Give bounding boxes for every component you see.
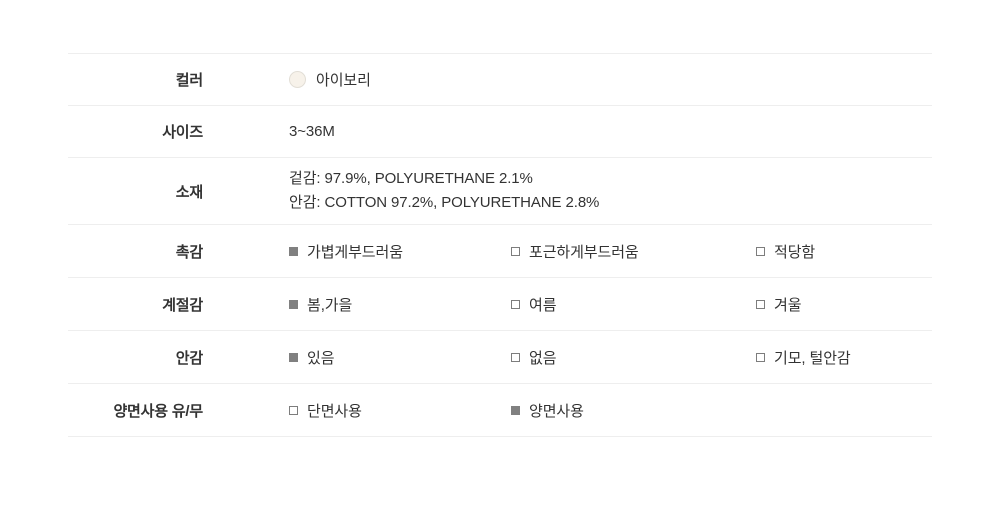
product-spec-table-wrapper: 컬러 아이보리 사이즈 3~36M 소재 겉감: 97.9%, POLYURET…	[68, 53, 932, 437]
checkbox-unchecked-icon[interactable]	[289, 405, 298, 415]
option-lining-1[interactable]: 있음	[289, 347, 511, 368]
spec-value-reversible: 단면사용 양면사용	[217, 384, 932, 437]
spec-value-season: 봄,가을 여름 겨울	[217, 278, 932, 331]
option-reversible-1[interactable]: 단면사용	[289, 400, 511, 421]
spec-label-lining: 안감	[175, 349, 203, 367]
option-texture-3[interactable]: 적당함	[756, 241, 815, 262]
checkbox-unchecked-icon[interactable]	[511, 352, 520, 362]
option-label: 있음	[307, 349, 335, 367]
option-label: 포근하게부드러움	[529, 243, 639, 261]
color-swatch-cell: 아이보리	[289, 69, 932, 90]
spec-label-material: 소재	[175, 183, 203, 201]
option-lining-2[interactable]: 없음	[511, 347, 756, 368]
option-lining-3[interactable]: 기모, 털안감	[756, 347, 851, 368]
checkbox-unchecked-icon[interactable]	[756, 246, 765, 256]
color-swatch-ivory-icon	[289, 71, 306, 88]
table-row-season: 계절감 봄,가을 여름 겨울	[68, 277, 932, 331]
table-row-texture: 촉감 가볍게부드러움 포근하게부드러움 적당함	[68, 224, 932, 278]
option-group-reversible: 단면사용 양면사용	[289, 400, 932, 421]
table-row-material: 소재 겉감: 97.9%, POLYURETHANE 2.1% 안감: COTT…	[68, 157, 932, 225]
spec-table-body: 컬러 아이보리 사이즈 3~36M 소재 겉감: 97.9%, POLYURET…	[68, 53, 932, 437]
option-label: 여름	[529, 296, 557, 314]
spec-value-size: 3~36M	[289, 123, 335, 140]
option-label: 봄,가을	[307, 296, 353, 314]
checkbox-unchecked-icon[interactable]	[756, 299, 765, 309]
spec-value-material: 겉감: 97.9%, POLYURETHANE 2.1% 안감: COTTON …	[217, 158, 932, 225]
checkbox-unchecked-icon[interactable]	[511, 299, 520, 309]
option-season-3[interactable]: 겨울	[756, 294, 802, 315]
spec-label-season: 계절감	[162, 296, 203, 314]
spec-value-lining: 있음 없음 기모, 털안감	[217, 331, 932, 384]
option-season-2[interactable]: 여름	[511, 294, 756, 315]
checkbox-unchecked-icon[interactable]	[511, 246, 520, 256]
spec-label-texture: 촉감	[175, 243, 203, 261]
material-inner-text: 안감: COTTON 97.2%, POLYURETHANE 2.8%	[289, 194, 600, 211]
checkbox-checked-icon[interactable]	[289, 246, 298, 256]
checkbox-checked-icon[interactable]	[289, 299, 298, 309]
table-row-lining: 안감 있음 없음 기모, 털안감	[68, 330, 932, 384]
spec-label-color: 컬러	[175, 72, 203, 89]
option-label: 기모, 털안감	[774, 349, 851, 367]
option-label: 가볍게부드러움	[307, 243, 403, 261]
option-texture-2[interactable]: 포근하게부드러움	[511, 241, 756, 262]
option-label: 없음	[529, 349, 557, 367]
material-outer-text: 겉감: 97.9%, POLYURETHANE 2.1%	[289, 169, 533, 187]
table-row-size: 사이즈 3~36M	[68, 105, 932, 158]
option-season-1[interactable]: 봄,가을	[289, 294, 511, 315]
checkbox-checked-icon[interactable]	[289, 352, 298, 362]
option-group-lining: 있음 없음 기모, 털안감	[289, 347, 932, 368]
checkbox-checked-icon[interactable]	[511, 405, 520, 415]
spec-label-reversible: 양면사용 유/무	[113, 402, 203, 420]
option-label: 겨울	[774, 296, 802, 314]
checkbox-unchecked-icon[interactable]	[756, 352, 765, 362]
option-label: 적당함	[774, 243, 816, 261]
option-label: 양면사용	[529, 402, 584, 420]
spec-value-texture: 가볍게부드러움 포근하게부드러움 적당함	[217, 225, 932, 278]
option-group-season: 봄,가을 여름 겨울	[289, 294, 932, 315]
spec-label-size: 사이즈	[162, 124, 203, 141]
option-label: 단면사용	[307, 402, 362, 420]
spec-value-color: 아이보리	[217, 54, 932, 106]
option-group-texture: 가볍게부드러움 포근하게부드러움 적당함	[289, 241, 932, 262]
color-name-text: 아이보리	[316, 72, 371, 89]
table-row-color: 컬러 아이보리	[68, 53, 932, 106]
option-texture-1[interactable]: 가볍게부드러움	[289, 241, 511, 262]
table-row-reversible: 양면사용 유/무 단면사용 양면사용	[68, 383, 932, 437]
option-reversible-2[interactable]: 양면사용	[511, 400, 756, 421]
product-spec-table: 컬러 아이보리 사이즈 3~36M 소재 겉감: 97.9%, POLYURET…	[68, 53, 932, 437]
